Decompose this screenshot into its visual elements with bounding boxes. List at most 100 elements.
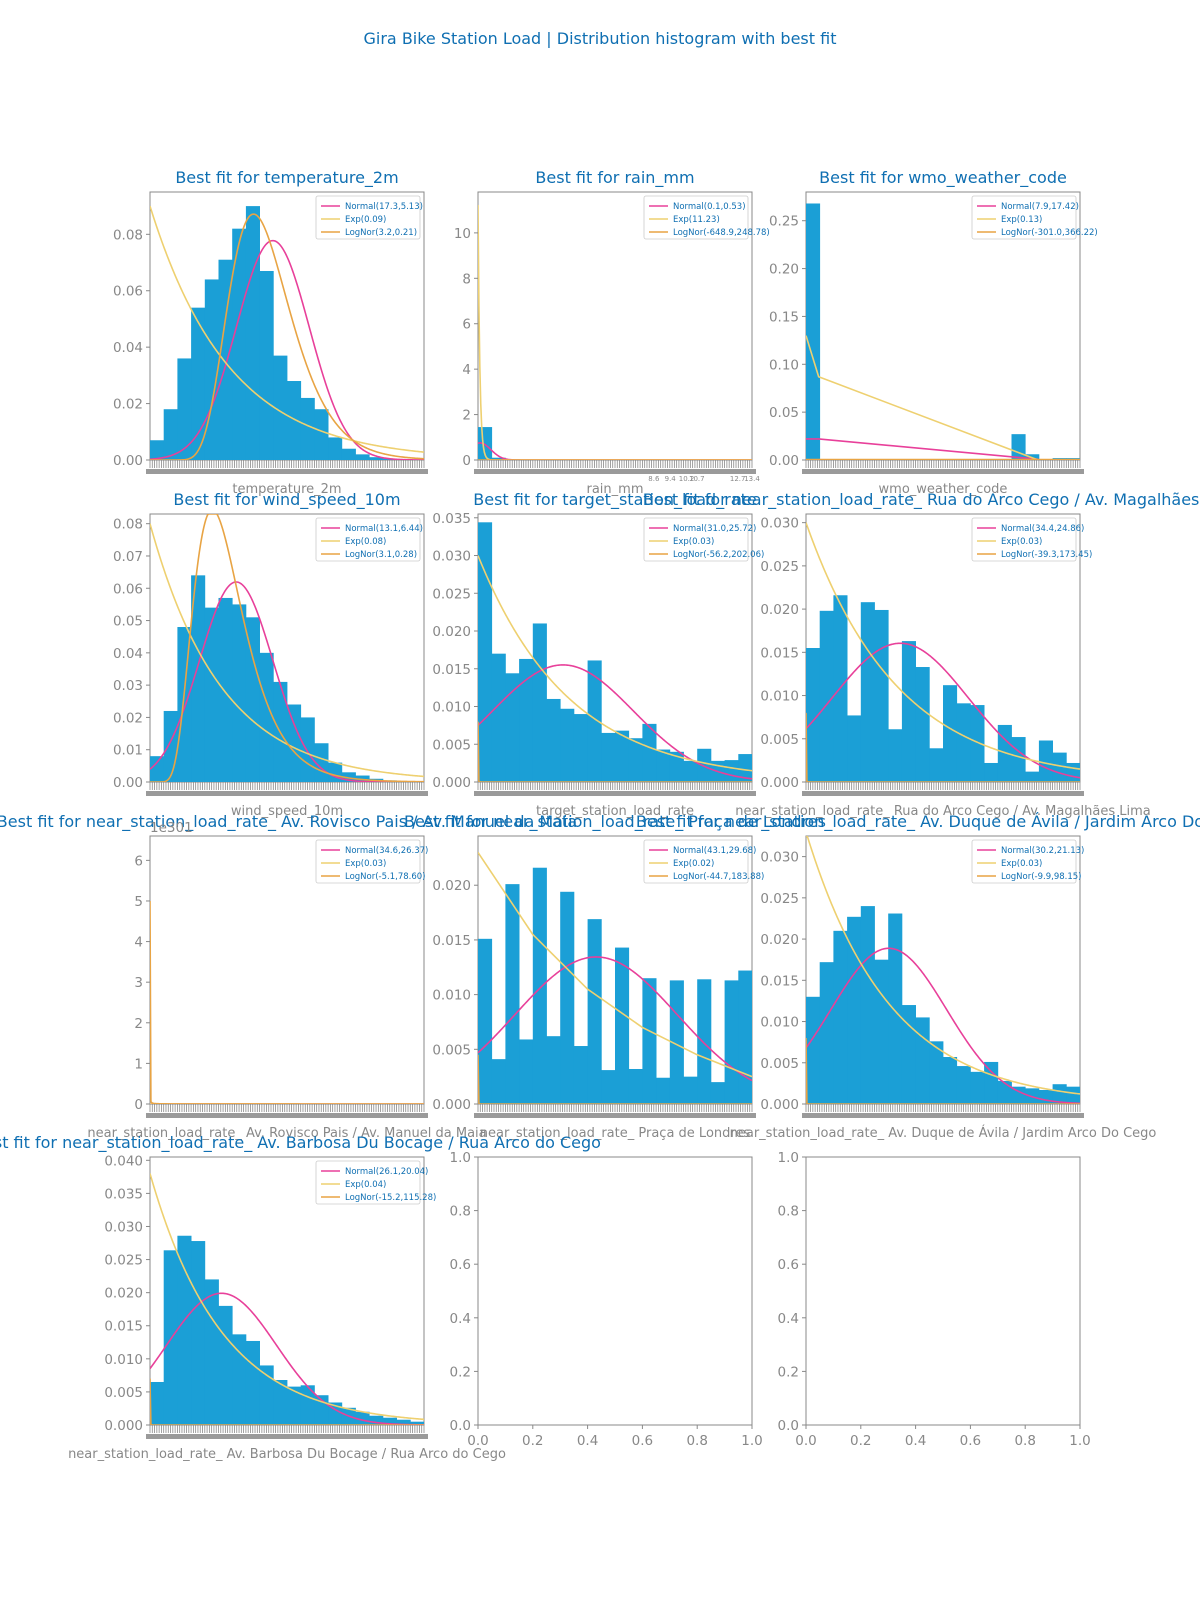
histogram-bar — [1066, 762, 1080, 782]
histogram-bar — [724, 980, 739, 1104]
y-tick-label: 0.00 — [113, 453, 143, 469]
histogram-bar — [163, 710, 178, 782]
y-tick-label: 0.015 — [432, 662, 471, 678]
y-tick-label: 6 — [134, 853, 143, 869]
legend-label: LogNor(-56.2,202.06) — [673, 550, 764, 560]
x-tick-label: 9.4 — [665, 475, 677, 483]
y-tick-label: 0.015 — [760, 645, 799, 661]
y-tick-label: 0.020 — [760, 932, 799, 948]
histogram-bar — [150, 440, 165, 460]
x-axis-label: near_station_load_rate_ Av. Duque de Ávi… — [730, 1125, 1157, 1141]
chart-panel-11: 0.0 0.2 0.4 0.6 0.8 1.0 0.0 0.2 0.4 0.6 0.8 1.0 — [778, 1150, 1091, 1449]
chart-title: Best fit for near_station_load_rate_ Rua… — [643, 490, 1200, 510]
x-tick-label: 8.6 — [648, 475, 660, 483]
legend-label: Exp(0.03) — [673, 537, 714, 547]
x-tick-label-band — [146, 791, 428, 796]
x-tick-label-band — [474, 791, 756, 796]
y-tick-label: 0.010 — [104, 1352, 143, 1368]
y-tick-label: 0.040 — [104, 1153, 143, 1169]
histogram-bar — [204, 1279, 219, 1425]
y-tick-label: 0.8 — [778, 1204, 799, 1220]
legend-label: Normal(43.1,29.68) — [673, 846, 756, 856]
histogram-bar — [628, 1068, 643, 1104]
y-tick-label: 0.0 — [778, 1418, 799, 1434]
chart-panel-10: 0.0 0.2 0.4 0.6 0.8 1.0 0.0 0.2 0.4 0.6 0.8 1.0 — [450, 1150, 763, 1449]
histogram-bar — [560, 708, 575, 782]
figure-suptitle: Gira Bike Station Load | Distribution hi… — [364, 29, 837, 48]
x-tick-label: 0.2 — [850, 1433, 871, 1449]
y-tick-label: 0.030 — [104, 1219, 143, 1235]
y-tick-label: 0.01 — [113, 743, 143, 759]
x-axis-label: wind_speed_10m — [231, 804, 343, 819]
legend-box — [315, 839, 421, 884]
fit-curve-exp — [806, 335, 1039, 460]
legend-label: Normal(30.2,21.13) — [1001, 846, 1084, 856]
legend-label: LogNor(-39.3,173.45) — [1001, 550, 1092, 560]
legend-label: Normal(31.0,25.72) — [673, 524, 756, 534]
legend-label: Normal(34.4,24.86) — [1001, 524, 1084, 534]
y-tick-label: 0.05 — [769, 405, 799, 421]
histogram-bar — [1011, 1086, 1026, 1104]
y-tick-label: 0.015 — [760, 973, 799, 989]
fit-curve-normal — [806, 438, 1038, 460]
plot-frame — [805, 1156, 1081, 1426]
histogram-bar — [560, 891, 575, 1104]
histogram-bar — [204, 607, 219, 782]
histogram-bar — [232, 604, 247, 782]
x-tick-label-band — [146, 1113, 428, 1118]
histogram-bar — [177, 627, 192, 782]
y-tick-label: 0.030 — [432, 549, 471, 565]
chart-panel-2: 0.00 0.05 0.10 0.15 0.20 0.25 Normal(7.9,17.42… — [769, 168, 1098, 497]
histogram-bar — [860, 602, 875, 782]
histogram-bar — [1066, 1086, 1080, 1104]
histogram-bar — [232, 228, 247, 460]
y-tick-label: 0.000 — [432, 775, 471, 791]
x-tick-label: 10.7 — [689, 475, 705, 483]
x-axis-label: near_station_load_rate_ Av. Barbosa Du B… — [68, 1447, 506, 1462]
y-tick-label: 0.04 — [113, 340, 143, 356]
legend-label: LogNor(-648.9,248.78) — [673, 228, 770, 238]
histogram-bar — [573, 714, 588, 782]
y-tick-label: 0.06 — [113, 581, 143, 597]
y-tick-label: 0.04 — [113, 646, 143, 662]
y-tick-label: 0.8 — [450, 1204, 471, 1220]
histogram-bar — [669, 751, 684, 782]
histogram-bar — [314, 409, 329, 460]
y-tick-label: 0.25 — [769, 214, 799, 230]
histogram-bar — [601, 1070, 616, 1104]
y-tick-label: 0.025 — [760, 891, 799, 907]
chart-panel-7: 0.000 0.005 0.010 0.015 0.020 Normal(43.1,29.… — [404, 812, 826, 1141]
histogram-bar — [245, 206, 260, 460]
histogram-bar — [287, 1386, 302, 1425]
legend-label: Exp(0.09) — [345, 215, 386, 225]
histogram-bar — [874, 959, 889, 1104]
histogram-bar — [929, 748, 944, 782]
legend-label: Exp(0.03) — [345, 859, 386, 869]
histogram-bar — [519, 1039, 534, 1104]
chart-title: Best fit for rain_mm — [535, 168, 694, 188]
legend-label: Normal(13.1,6.44) — [345, 524, 423, 534]
y-tick-label: 0.000 — [432, 1097, 471, 1113]
legend-label: LogNor(-301.0,366.22) — [1001, 228, 1098, 238]
histogram-bar — [819, 610, 834, 782]
histogram-bar — [259, 652, 274, 782]
y-tick-label: 0.10 — [769, 357, 799, 373]
histogram-bar — [901, 641, 916, 782]
histogram-bar — [1052, 1084, 1067, 1104]
histogram-bar — [697, 979, 712, 1104]
y-tick-label: 0.005 — [760, 1056, 799, 1072]
y-tick-label: 0.05 — [113, 614, 143, 630]
histogram-bar — [656, 1077, 671, 1104]
x-tick-label: 0.0 — [795, 1433, 816, 1449]
histogram-bar — [232, 1334, 247, 1425]
histogram-bar — [218, 1305, 233, 1425]
y-tick-label: 0.02 — [113, 397, 143, 413]
histogram-bar — [382, 1417, 397, 1425]
histogram-bar — [191, 575, 206, 782]
y-tick-label: 0.020 — [760, 602, 799, 618]
fit-curve-normal — [478, 664, 752, 780]
y-tick-label: 0.15 — [769, 309, 799, 325]
y-tick-label: 0.03 — [113, 678, 143, 694]
legend-label: Normal(17.3,5.13) — [345, 202, 423, 212]
